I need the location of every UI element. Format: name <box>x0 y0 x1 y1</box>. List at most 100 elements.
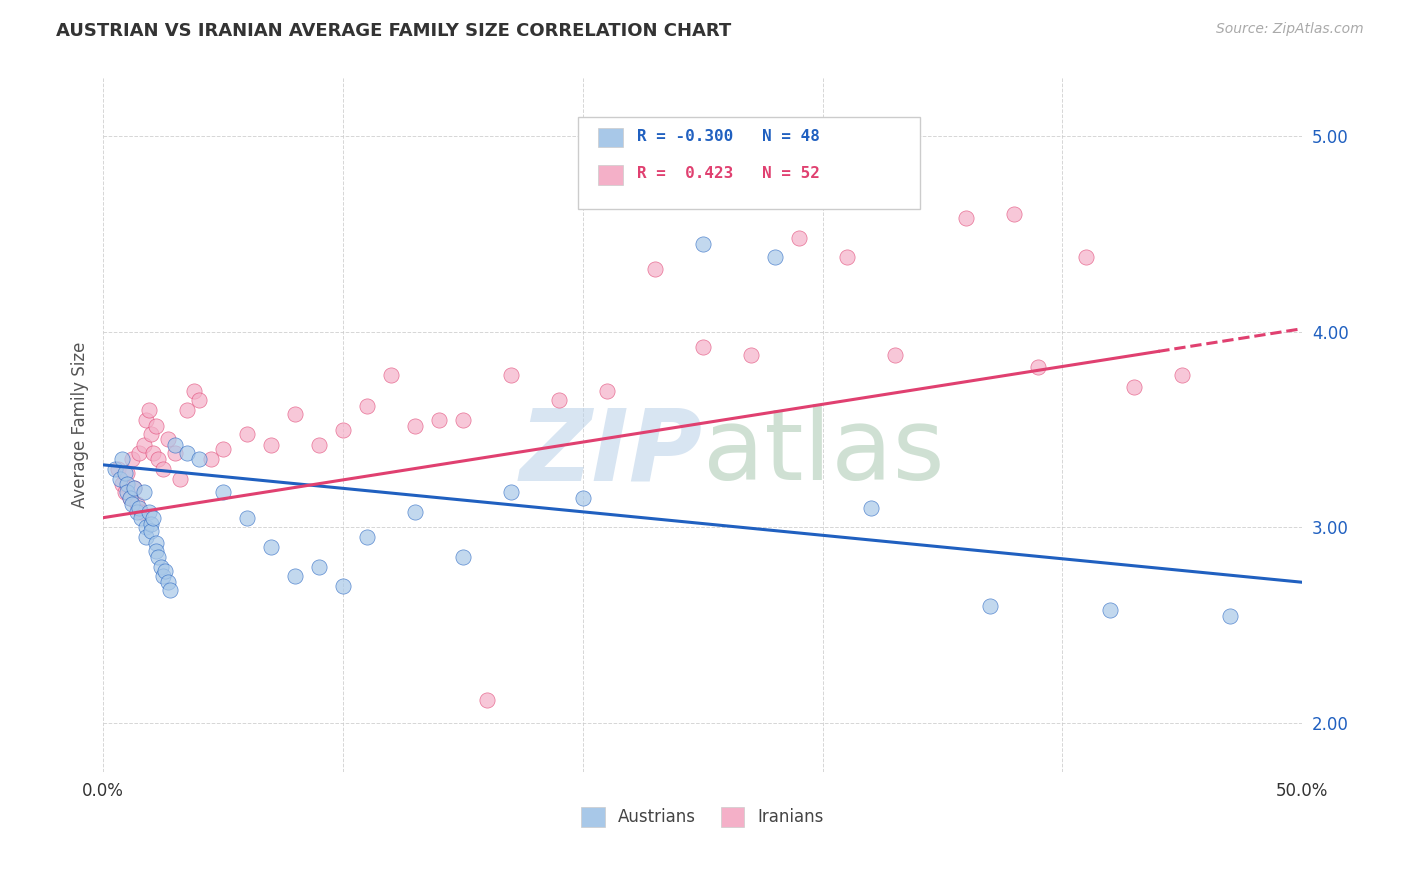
Point <box>787 231 810 245</box>
Text: atlas: atlas <box>703 404 945 501</box>
Point <box>132 438 155 452</box>
Point <box>155 564 177 578</box>
Point <box>149 559 172 574</box>
Point <box>128 500 150 515</box>
Point <box>165 438 187 452</box>
Point <box>308 438 330 452</box>
Point <box>236 426 259 441</box>
Point <box>115 466 138 480</box>
Point <box>139 426 162 441</box>
Point <box>236 510 259 524</box>
Point <box>188 393 211 408</box>
Point <box>404 505 426 519</box>
Point <box>142 510 165 524</box>
Point <box>212 442 235 457</box>
Point <box>955 211 977 226</box>
Point <box>883 348 905 362</box>
Point <box>142 446 165 460</box>
Point <box>571 491 593 505</box>
Point <box>763 251 786 265</box>
Point <box>124 481 146 495</box>
Point <box>740 348 762 362</box>
Point <box>128 446 150 460</box>
Point <box>114 466 136 480</box>
Point <box>356 399 378 413</box>
Point <box>176 403 198 417</box>
Point <box>115 485 138 500</box>
Point <box>176 446 198 460</box>
Point <box>148 452 170 467</box>
Point <box>121 452 143 467</box>
Point <box>139 524 162 539</box>
Point <box>118 491 141 505</box>
Point <box>138 505 160 519</box>
Point <box>380 368 402 382</box>
Point <box>1219 608 1241 623</box>
Text: AUSTRIAN VS IRANIAN AVERAGE FAMILY SIZE CORRELATION CHART: AUSTRIAN VS IRANIAN AVERAGE FAMILY SIZE … <box>56 22 731 40</box>
Point <box>404 418 426 433</box>
Point <box>1004 207 1026 221</box>
Point <box>115 477 138 491</box>
Point <box>139 516 162 531</box>
Point <box>135 520 157 534</box>
Point <box>111 477 134 491</box>
Point <box>212 485 235 500</box>
Point <box>200 452 222 467</box>
Point <box>356 530 378 544</box>
Point <box>1099 602 1122 616</box>
Text: ZIP: ZIP <box>520 404 703 501</box>
Text: Source: ZipAtlas.com: Source: ZipAtlas.com <box>1216 22 1364 37</box>
Point <box>124 481 146 495</box>
Point <box>159 583 181 598</box>
Point <box>152 462 174 476</box>
Legend: Austrians, Iranians: Austrians, Iranians <box>575 801 831 833</box>
Point <box>169 471 191 485</box>
Point <box>188 452 211 467</box>
Point <box>104 462 127 476</box>
Text: R =  0.423   N = 52: R = 0.423 N = 52 <box>637 167 820 181</box>
Point <box>596 384 619 398</box>
Point <box>1123 379 1146 393</box>
Point <box>114 485 136 500</box>
Point <box>835 251 858 265</box>
Point <box>499 485 522 500</box>
Point <box>644 262 666 277</box>
Point <box>132 485 155 500</box>
Point <box>107 462 129 476</box>
Point <box>111 452 134 467</box>
Point <box>859 500 882 515</box>
Point <box>284 407 307 421</box>
Point <box>131 505 153 519</box>
Point <box>620 184 643 198</box>
Point <box>260 540 283 554</box>
Point <box>145 544 167 558</box>
Point <box>138 403 160 417</box>
Point <box>499 368 522 382</box>
Point <box>135 413 157 427</box>
Point <box>145 418 167 433</box>
Point <box>692 341 714 355</box>
Y-axis label: Average Family Size: Average Family Size <box>72 342 89 508</box>
Point <box>451 413 474 427</box>
Point <box>692 236 714 251</box>
Point <box>135 530 157 544</box>
Point <box>427 413 450 427</box>
Point <box>121 497 143 511</box>
Point <box>547 393 569 408</box>
Point <box>308 559 330 574</box>
Point <box>125 505 148 519</box>
Point <box>108 471 131 485</box>
Point <box>145 536 167 550</box>
Point <box>118 491 141 505</box>
Point <box>148 549 170 564</box>
Point <box>165 446 187 460</box>
Point <box>156 575 179 590</box>
Point <box>332 423 354 437</box>
Point <box>131 510 153 524</box>
Point <box>332 579 354 593</box>
Point <box>1076 251 1098 265</box>
Point <box>125 497 148 511</box>
Point <box>979 599 1001 613</box>
Point <box>1028 359 1050 374</box>
Point <box>284 569 307 583</box>
